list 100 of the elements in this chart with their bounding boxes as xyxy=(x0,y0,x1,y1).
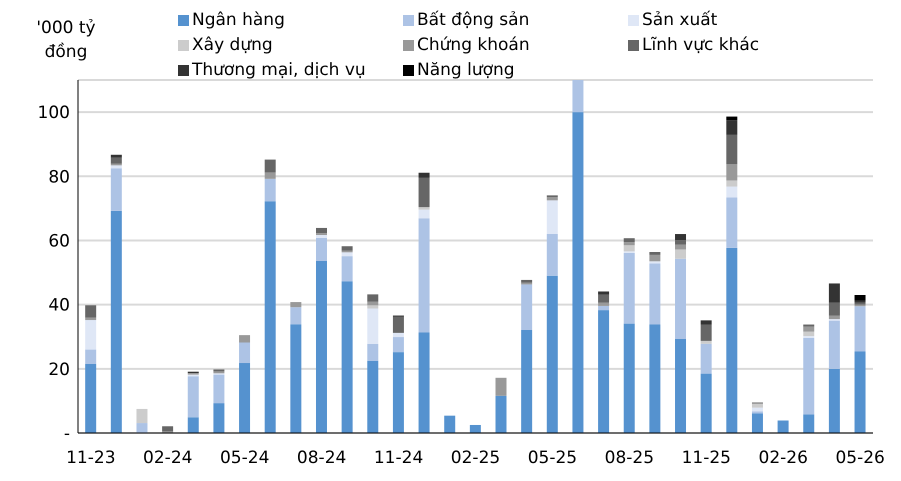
x-tick-label: 11-25 xyxy=(682,448,732,468)
bar xyxy=(110,158,122,164)
bar xyxy=(290,307,302,324)
bar xyxy=(700,344,712,374)
legend-label: Thương mại, dịch vụ xyxy=(192,59,366,82)
y-tick-label: 20 xyxy=(48,360,70,380)
bar xyxy=(624,242,635,246)
bar xyxy=(803,332,814,336)
bar xyxy=(726,197,738,248)
bar xyxy=(213,403,224,433)
bar xyxy=(854,295,866,301)
y-axis-title: '000 tỷ đồng xyxy=(35,17,97,64)
bar xyxy=(828,302,840,316)
bar xyxy=(624,252,635,324)
bar xyxy=(546,196,558,200)
bar xyxy=(264,178,276,202)
bar xyxy=(188,417,199,433)
x-tick-label: 05-26 xyxy=(835,448,885,468)
x-tick-label: 08-24 xyxy=(296,448,346,468)
bar xyxy=(264,160,276,172)
bar xyxy=(803,414,814,433)
x-tick-label: 02-24 xyxy=(143,448,192,468)
bar xyxy=(649,254,660,262)
x-tick-label: 08-25 xyxy=(604,448,654,468)
bar xyxy=(726,120,738,135)
bar xyxy=(316,228,327,234)
bar xyxy=(649,252,660,255)
bar xyxy=(367,308,378,344)
bar xyxy=(316,235,327,238)
bar xyxy=(418,332,430,433)
bar xyxy=(367,302,378,306)
bar xyxy=(624,245,635,252)
bar xyxy=(342,246,353,251)
bar xyxy=(188,376,199,418)
bar xyxy=(110,210,122,433)
x-tick-label: 05-25 xyxy=(528,448,578,468)
bar xyxy=(444,416,456,433)
bar xyxy=(496,396,507,433)
bar xyxy=(392,332,404,338)
bar xyxy=(803,338,814,414)
bar xyxy=(546,276,558,433)
bar xyxy=(290,302,302,308)
bar xyxy=(854,306,866,352)
bar xyxy=(598,294,610,303)
y-tick-label: 100 xyxy=(38,103,70,124)
y-tick-label: 40 xyxy=(48,296,70,316)
bar xyxy=(752,408,763,412)
bar xyxy=(367,294,378,302)
bar xyxy=(828,368,840,433)
bar xyxy=(700,324,712,341)
bar xyxy=(854,351,866,433)
legend-label: Bất động sản xyxy=(417,9,530,32)
bar xyxy=(264,201,276,433)
bar xyxy=(649,324,660,433)
legend-label: Lĩnh vực khác xyxy=(642,34,760,57)
bar xyxy=(572,112,584,433)
bar xyxy=(418,207,430,210)
bar xyxy=(675,258,686,339)
bar xyxy=(316,238,327,261)
bar xyxy=(521,330,532,433)
bar xyxy=(624,324,635,433)
bar xyxy=(162,426,174,432)
bar xyxy=(85,364,96,433)
bar xyxy=(367,360,378,433)
bar xyxy=(85,350,96,364)
bar xyxy=(726,134,738,164)
bar xyxy=(546,200,558,234)
bar xyxy=(598,302,610,306)
bar xyxy=(239,335,250,343)
y-tick-label: 80 xyxy=(48,167,70,188)
bar xyxy=(85,305,96,318)
bar xyxy=(675,240,686,245)
bar xyxy=(828,320,840,369)
legend-label: Chứng khoán xyxy=(417,34,530,57)
bar xyxy=(675,338,686,433)
bar xyxy=(342,252,353,256)
x-tick-label: 02-26 xyxy=(758,448,808,468)
bar xyxy=(700,320,712,325)
bar xyxy=(470,424,481,433)
bar xyxy=(649,264,660,325)
bar xyxy=(418,178,430,208)
bar xyxy=(828,283,840,303)
bar xyxy=(675,249,686,259)
bar xyxy=(342,256,353,282)
bar xyxy=(726,180,738,187)
bar xyxy=(316,260,327,433)
y-tick-label: 60 xyxy=(48,231,70,252)
bar xyxy=(85,317,96,320)
bar xyxy=(239,363,250,433)
bar xyxy=(110,168,122,211)
bar xyxy=(418,218,430,333)
bar xyxy=(392,352,404,433)
bar xyxy=(572,80,584,112)
bar xyxy=(342,281,353,433)
bar xyxy=(85,320,96,350)
bar xyxy=(778,420,789,433)
bar xyxy=(752,403,763,408)
bar xyxy=(700,340,712,344)
bar xyxy=(726,116,738,120)
legend-label: Ngân hàng xyxy=(192,9,285,32)
